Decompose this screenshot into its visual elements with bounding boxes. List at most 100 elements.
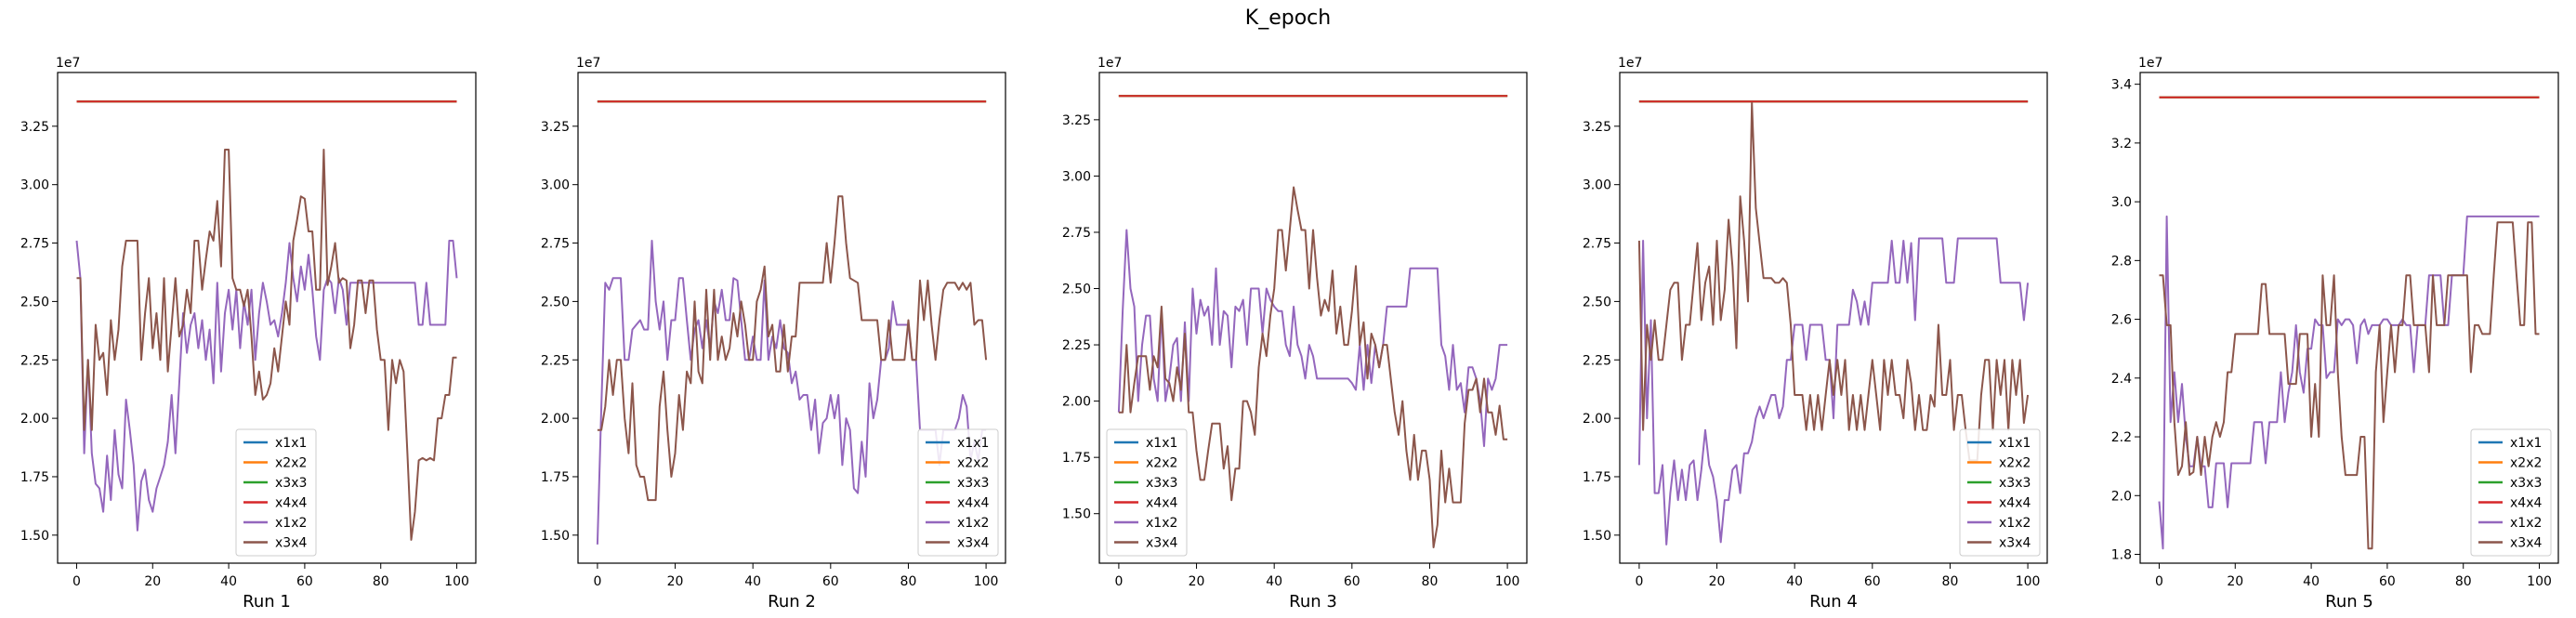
legend-label-x1x2: x1x2 — [275, 516, 307, 531]
y-tick-label: 3.4 — [2111, 78, 2132, 93]
x-tick-label: 100 — [2016, 574, 2041, 589]
x-tick-label: 100 — [1495, 574, 1520, 589]
series-line-x3x4 — [76, 149, 457, 541]
axes-frame — [57, 72, 477, 564]
x-tick-label: 80 — [1422, 574, 1439, 589]
x-tick-label: 80 — [2455, 574, 2472, 589]
x-axis-label: Run 4 — [1809, 592, 1858, 611]
series-line-x3x4 — [1118, 186, 1508, 548]
x-tick-label: 40 — [2303, 574, 2320, 589]
subplot-run-4: 0 20 40 60 80 100 1.50 1.75 2.00 2.25 2.50 2.75 3.00… — [1583, 56, 2048, 611]
legend-label-x4x4: x4x4 — [275, 496, 307, 511]
legend-label-x4x4: x4x4 — [957, 496, 989, 511]
legend-label-x3x3: x3x3 — [1146, 476, 1177, 491]
subplot-run-2: 0 20 40 60 80 100 1.50 1.75 2.00 2.25 2.50 2.75 3.00… — [541, 56, 1006, 611]
legend-label-x3x3: x3x3 — [275, 476, 307, 491]
y-tick-label: 2.00 — [541, 412, 570, 427]
y-tick-label: 2.4 — [2111, 372, 2132, 387]
series-line-x1x2 — [75, 240, 458, 532]
y-tick-label: 3.25 — [1583, 120, 1611, 135]
x-tick-label: 80 — [900, 574, 917, 589]
x-tick-label: 60 — [822, 574, 839, 589]
legend: x1x1 x2x2 x3x3 x4x4 x1x2 x3x4 — [2470, 428, 2552, 557]
legend-box — [2470, 428, 2552, 557]
subplot-run-1: 0 20 40 60 80 100 1.50 1.75 2.00 2.25 2.50 2.75 3.00… — [20, 56, 477, 611]
x-axis-label: Run 2 — [768, 592, 816, 611]
x-tick-label: 60 — [1344, 574, 1360, 589]
y-tick-label: 2.25 — [541, 353, 570, 368]
y-tick-label: 2.00 — [20, 412, 49, 427]
legend-box — [1106, 428, 1188, 557]
series-line-x3x4 — [1637, 101, 2030, 462]
y-tick-label: 2.50 — [541, 295, 570, 309]
x-tick-label: 100 — [2527, 574, 2552, 589]
y-tick-label: 3.0 — [2111, 195, 2132, 210]
legend-label-x2x2: x2x2 — [957, 456, 989, 471]
x-axis-label: Run 3 — [1289, 592, 1337, 611]
legend-label-x1x2: x1x2 — [1999, 516, 2031, 531]
legend-label-x3x3: x3x3 — [2510, 476, 2542, 491]
x-tick-label: 20 — [2227, 574, 2243, 589]
legend-label-x4x4: x4x4 — [1999, 496, 2031, 511]
y-tick-label: 3.00 — [1062, 169, 1091, 184]
y-tick-label: 2.6 — [2111, 313, 2132, 328]
y-tick-label: 1.50 — [541, 529, 570, 544]
figure-suptitle: K_epoch — [1245, 7, 1331, 30]
y-tick-label: 1.50 — [1583, 529, 1611, 544]
y-offset-text: 1e7 — [576, 56, 600, 71]
x-axis-label: Run 1 — [243, 592, 291, 611]
x-tick-label: 0 — [593, 574, 601, 589]
x-tick-label: 40 — [220, 574, 237, 589]
x-tick-label: 60 — [296, 574, 313, 589]
x-tick-label: 0 — [1635, 574, 1643, 589]
subplot-run-5: 0 20 40 60 80 100 1.8 2.0 2.2 2.4 2.6 2.8 3.0 3.2 3.4 1… — [2111, 56, 2559, 611]
series-line-x3x4 — [2159, 221, 2540, 550]
x-tick-label: 0 — [1114, 574, 1123, 589]
legend-label-x3x3: x3x3 — [1999, 476, 2031, 491]
x-tick-label: 0 — [72, 574, 81, 589]
series-line-x1x2 — [2158, 215, 2540, 550]
x-tick-label: 40 — [744, 574, 761, 589]
y-tick-label: 3.25 — [541, 120, 570, 135]
x-tick-label: 0 — [2155, 574, 2163, 589]
legend: x1x1 x2x2 x3x3 x4x4 x1x2 x3x4 — [1106, 428, 1188, 557]
x-axis-label: Run 5 — [2325, 592, 2373, 611]
y-tick-label: 1.75 — [1583, 470, 1611, 485]
legend-label-x3x4: x3x4 — [1146, 536, 1177, 551]
y-tick-label: 3.00 — [20, 178, 49, 193]
y-tick-label: 1.50 — [1062, 507, 1091, 522]
y-tick-label: 3.25 — [1062, 113, 1091, 128]
y-tick-label: 2.50 — [1583, 295, 1611, 309]
y-tick-label: 3.2 — [2111, 137, 2132, 151]
legend-label-x1x1: x1x1 — [2510, 436, 2542, 451]
legend-label-x2x2: x2x2 — [275, 456, 307, 471]
y-tick-label: 2.75 — [20, 237, 49, 252]
axes-frame — [1619, 72, 2048, 564]
legend-label-x3x4: x3x4 — [275, 536, 307, 551]
y-offset-text: 1e7 — [1618, 56, 1642, 71]
axes-frame — [1098, 72, 1528, 564]
legend-label-x1x1: x1x1 — [1999, 436, 2031, 451]
y-tick-label: 2.8 — [2111, 254, 2132, 269]
legend-label-x4x4: x4x4 — [2510, 496, 2542, 511]
legend-label-x1x1: x1x1 — [957, 436, 989, 451]
legend-label-x3x4: x3x4 — [1999, 536, 2031, 551]
y-tick-label: 2.0 — [2111, 489, 2132, 504]
y-tick-label: 2.25 — [1062, 338, 1091, 353]
y-offset-text: 1e7 — [2138, 56, 2162, 71]
y-tick-label: 3.00 — [541, 178, 570, 193]
x-tick-label: 20 — [667, 574, 684, 589]
legend-label-x3x3: x3x3 — [957, 476, 989, 491]
legend-label-x2x2: x2x2 — [1146, 456, 1177, 471]
legend-label-x4x4: x4x4 — [1146, 496, 1177, 511]
axes-frame — [577, 72, 1006, 564]
x-tick-label: 100 — [444, 574, 469, 589]
legend-box — [917, 428, 999, 557]
y-tick-label: 2.75 — [1062, 226, 1091, 241]
x-tick-label: 40 — [1266, 574, 1282, 589]
y-tick-label: 1.50 — [20, 529, 49, 544]
legend: x1x1 x2x2 x3x3 x4x4 x1x2 x3x4 — [1959, 428, 2041, 557]
series-line-x1x2 — [1637, 237, 2030, 546]
legend-box — [1959, 428, 2041, 557]
